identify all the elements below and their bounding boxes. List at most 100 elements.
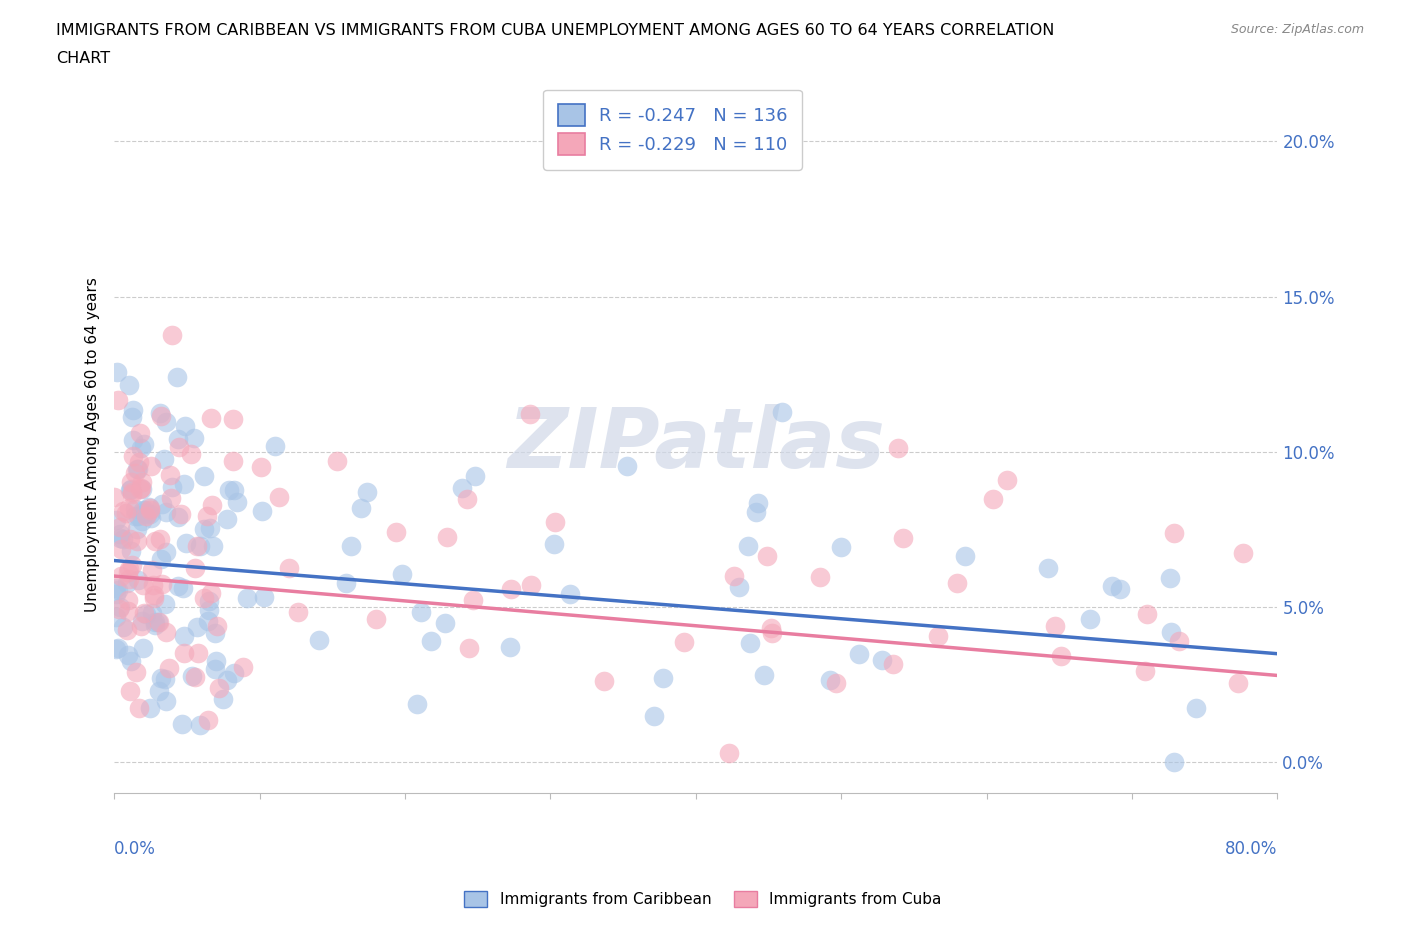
- Point: [208, 681, 231, 696]
- Point: [128, 426, 150, 441]
- Point: [120, 474, 142, 489]
- Point: [184, 670, 207, 684]
- Point: [1049, 648, 1071, 663]
- Point: [652, 671, 675, 685]
- Point: [115, 506, 138, 521]
- Point: [188, 538, 211, 553]
- Point: [157, 660, 180, 675]
- Point: [166, 510, 188, 525]
- Point: [205, 654, 228, 669]
- Point: [953, 549, 976, 564]
- Point: [135, 509, 157, 524]
- Point: [160, 479, 183, 494]
- Point: [134, 605, 156, 620]
- Point: [222, 482, 245, 497]
- Point: [121, 409, 143, 424]
- Point: [981, 491, 1004, 506]
- Point: [1101, 578, 1123, 593]
- Point: [124, 509, 146, 524]
- Point: [118, 572, 141, 587]
- Point: [139, 458, 162, 473]
- Text: IMMIGRANTS FROM CARIBBEAN VS IMMIGRANTS FROM CUBA UNEMPLOYMENT AMONG AGES 60 TO : IMMIGRANTS FROM CARIBBEAN VS IMMIGRANTS …: [56, 23, 1054, 38]
- Point: [198, 602, 221, 617]
- Point: [135, 506, 157, 521]
- Point: [754, 668, 776, 683]
- Point: [122, 448, 145, 463]
- Point: [202, 538, 225, 553]
- Point: [172, 580, 194, 595]
- Point: [149, 531, 172, 546]
- Point: [183, 431, 205, 445]
- Point: [252, 503, 274, 518]
- Point: [1038, 560, 1060, 575]
- Point: [134, 503, 156, 518]
- Point: [128, 701, 150, 716]
- Point: [848, 646, 870, 661]
- Point: [110, 530, 132, 545]
- Y-axis label: Unemployment Among Ages 60 to 64 years: Unemployment Among Ages 60 to 64 years: [86, 276, 100, 612]
- Point: [150, 577, 173, 591]
- Point: [134, 506, 156, 521]
- Point: [436, 529, 458, 544]
- Point: [1159, 571, 1181, 586]
- Point: [103, 490, 125, 505]
- Point: [543, 537, 565, 551]
- Point: [152, 451, 174, 466]
- Point: [149, 551, 172, 566]
- Point: [117, 648, 139, 663]
- Text: CHART: CHART: [56, 51, 110, 66]
- Point: [761, 620, 783, 635]
- Point: [107, 582, 129, 597]
- Point: [132, 578, 155, 592]
- Point: [200, 520, 222, 535]
- Point: [155, 505, 177, 520]
- Point: [170, 506, 193, 521]
- Point: [139, 700, 162, 715]
- Point: [755, 549, 778, 564]
- Point: [138, 500, 160, 515]
- Point: [131, 514, 153, 529]
- Point: [747, 495, 769, 510]
- Point: [891, 531, 914, 546]
- Point: [110, 600, 132, 615]
- Point: [451, 481, 474, 496]
- Point: [118, 500, 141, 515]
- Point: [818, 672, 841, 687]
- Legend: Immigrants from Caribbean, Immigrants from Cuba: Immigrants from Caribbean, Immigrants fr…: [458, 884, 948, 913]
- Point: [155, 625, 177, 640]
- Point: [128, 455, 150, 470]
- Point: [1136, 607, 1159, 622]
- Point: [145, 534, 167, 549]
- Point: [115, 622, 138, 637]
- Point: [205, 619, 228, 634]
- Point: [592, 673, 614, 688]
- Point: [1227, 675, 1250, 690]
- Point: [132, 502, 155, 517]
- Point: [120, 482, 142, 497]
- Point: [385, 525, 408, 539]
- Point: [155, 693, 177, 708]
- Point: [138, 502, 160, 517]
- Point: [150, 408, 173, 423]
- Point: [166, 579, 188, 594]
- Point: [153, 671, 176, 686]
- Point: [127, 522, 149, 537]
- Point: [193, 468, 215, 483]
- Point: [111, 503, 134, 518]
- Text: 0.0%: 0.0%: [114, 840, 156, 858]
- Point: [155, 414, 177, 429]
- Text: ZIPatlas: ZIPatlas: [506, 404, 884, 485]
- Point: [122, 403, 145, 418]
- Point: [117, 565, 139, 579]
- Point: [193, 522, 215, 537]
- Point: [1184, 701, 1206, 716]
- Point: [115, 576, 138, 591]
- Point: [131, 440, 153, 455]
- Point: [406, 698, 429, 712]
- Point: [887, 440, 910, 455]
- Point: [120, 483, 142, 498]
- Point: [167, 439, 190, 454]
- Point: [166, 432, 188, 446]
- Point: [830, 539, 852, 554]
- Point: [200, 410, 222, 425]
